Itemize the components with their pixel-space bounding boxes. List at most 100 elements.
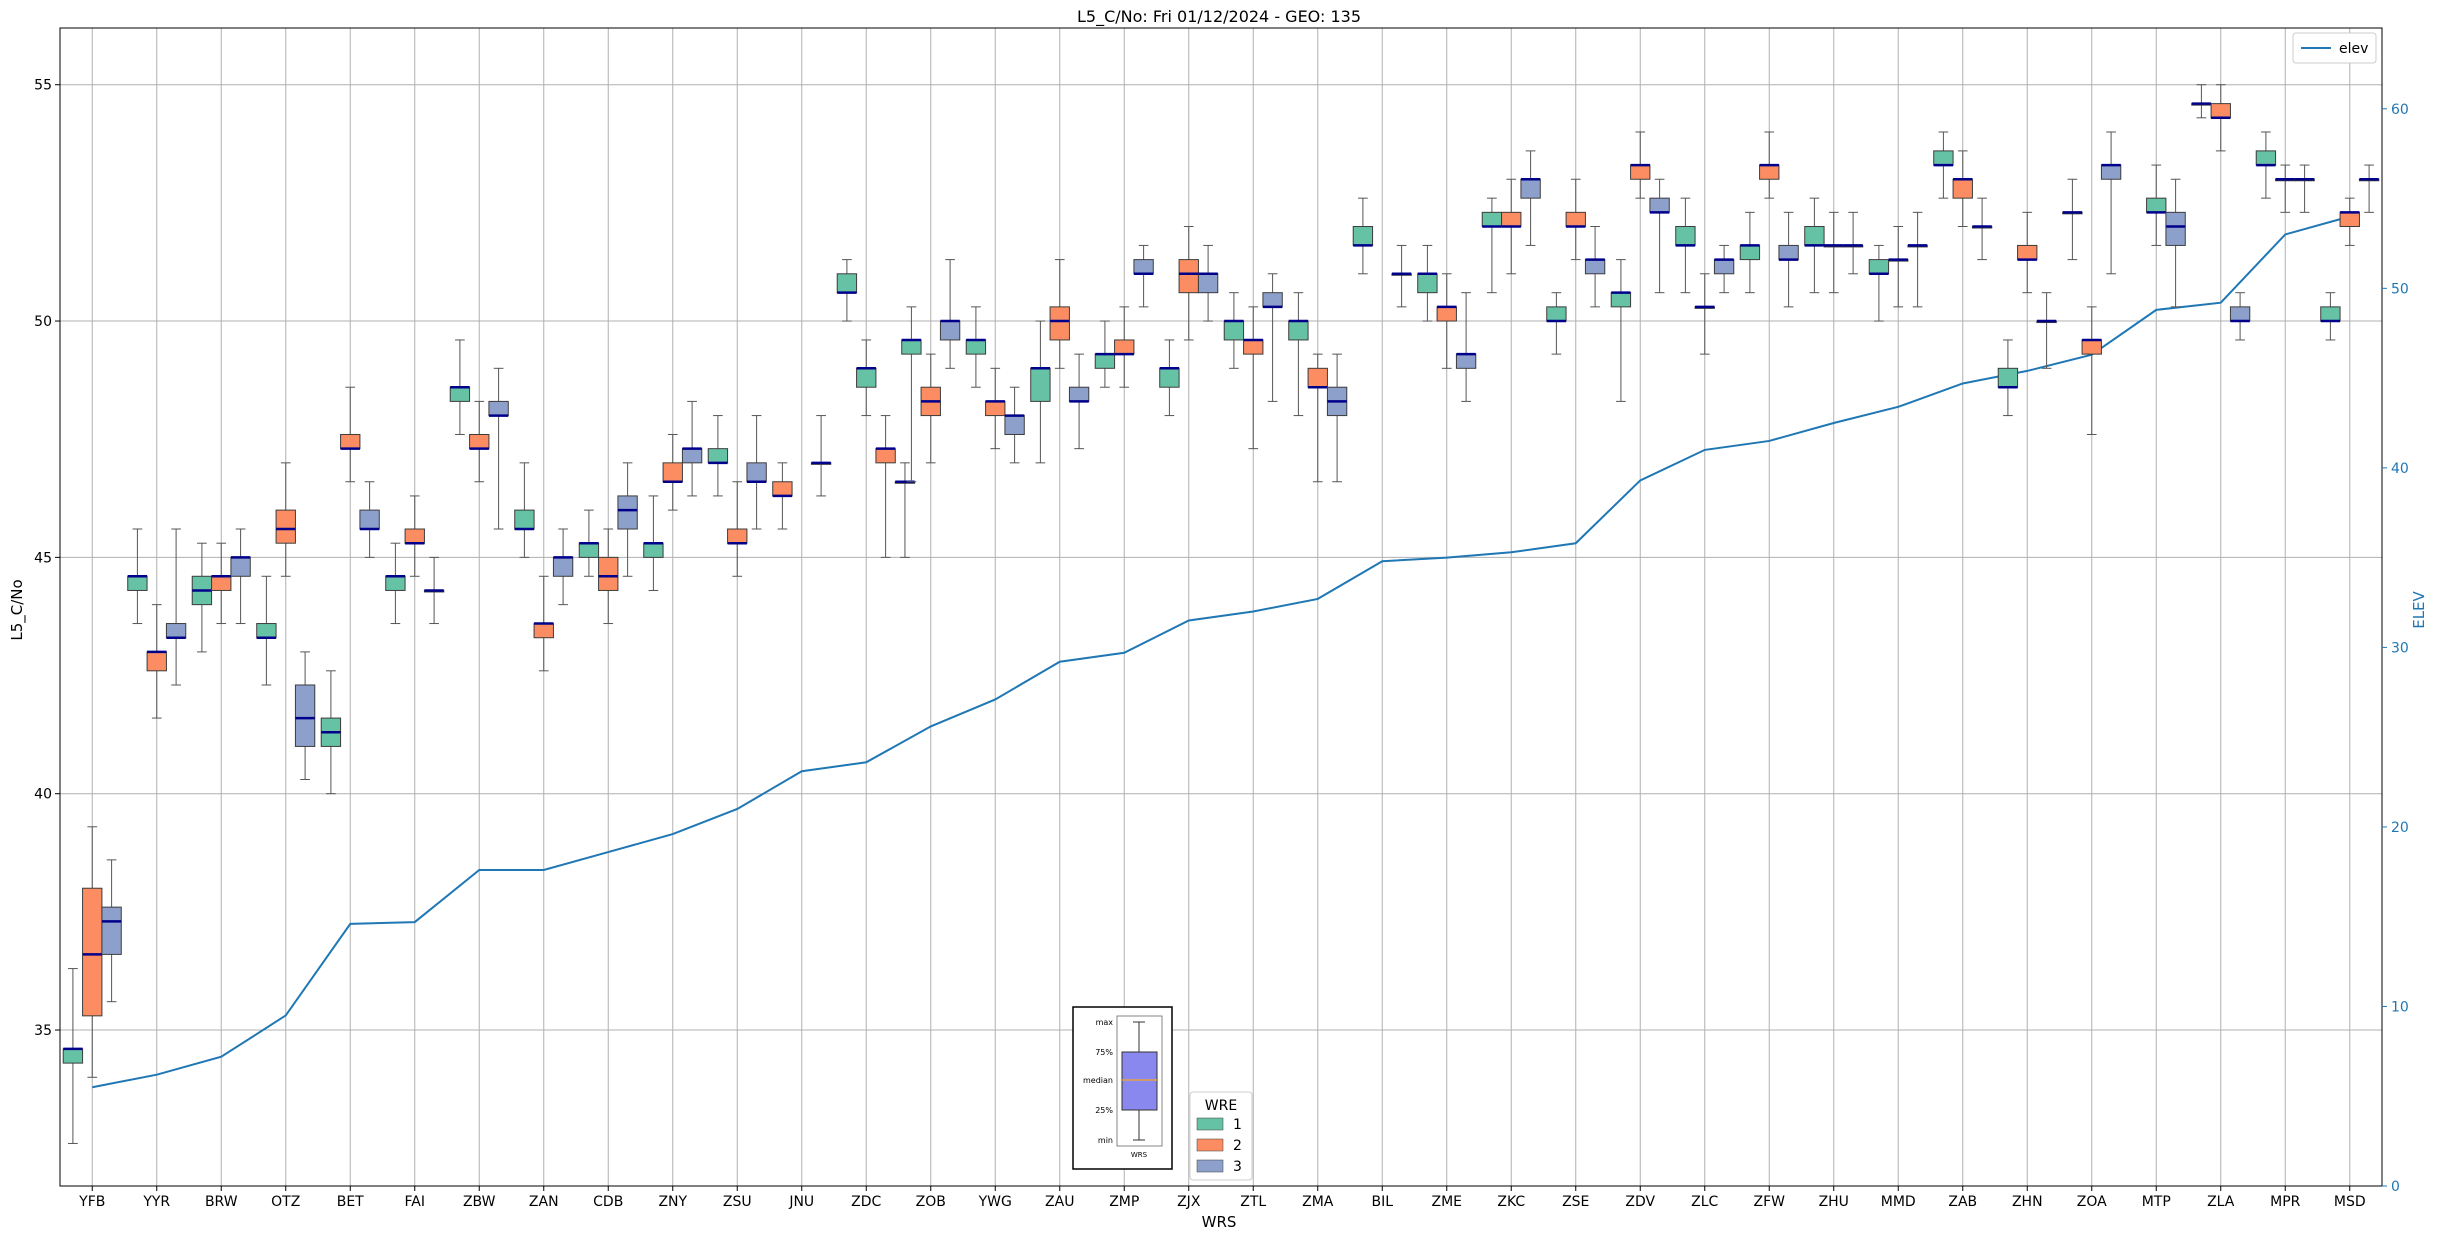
x-tick-label: MSD [2334, 1194, 2366, 1210]
y2-tick-label: 50 [2391, 281, 2409, 297]
box-key-box [1121, 1051, 1158, 1111]
box-body [2146, 197, 2167, 213]
legend-elev-frame [2292, 32, 2377, 64]
box-body [230, 556, 251, 577]
box-wre-3 [746, 415, 767, 530]
box-wre-2 [727, 481, 748, 577]
box-wre-1 [1868, 244, 1890, 322]
box-key-label: 25% [1095, 1106, 1113, 1115]
legend-elev-label: elev [2339, 41, 2368, 57]
x-tick-label: ZOA [2077, 1194, 2107, 1210]
box-body [1778, 244, 1799, 261]
box-wre-3 [1520, 150, 1541, 246]
box-wre-1 [643, 495, 664, 591]
x-tick-label: ZHU [1819, 1194, 1849, 1210]
box-wre-3 [359, 481, 380, 558]
box-body [985, 400, 1006, 417]
box-body [1049, 306, 1070, 341]
box-wre-1 [1546, 292, 1567, 355]
x-tick-label: ZNY [658, 1194, 687, 1210]
legend-wre-swatch [1196, 1117, 1224, 1131]
box-body [2210, 103, 2231, 119]
chart-title: L5_C/No: Fri 01/12/2024 - GEO: 135 [1077, 7, 1361, 27]
box-body [385, 575, 406, 591]
box-wre-1 [836, 259, 858, 322]
box-body [1610, 292, 1632, 308]
box-wre-1 [1288, 292, 1309, 417]
box-body [617, 495, 638, 530]
plot-frame [59, 27, 2383, 1187]
box-wre-3 [101, 859, 122, 1003]
y2-tick-label: 0 [2391, 1179, 2400, 1195]
elevation-layer [92, 215, 2351, 1089]
box-wre-3 [1584, 226, 1606, 308]
x-tick-label: BRW [205, 1194, 238, 1210]
box-wre-2 [1501, 178, 1522, 275]
box-wre-2 [469, 400, 490, 483]
x-tick-label: ZKC [1497, 1194, 1525, 1210]
box-body [1159, 367, 1180, 388]
box-wre-2 [1307, 353, 1328, 483]
box-body [1094, 353, 1116, 369]
box-body [662, 462, 683, 483]
x-tick-label: ZMA [1302, 1194, 1334, 1210]
legend-wre-swatch [1196, 1159, 1224, 1173]
box-body [404, 528, 425, 544]
box-wre-2 [1243, 306, 1264, 450]
box-wre-3 [1197, 244, 1219, 322]
box-wre-2 [404, 495, 425, 577]
box-wre-2 [211, 542, 232, 625]
box-wre-1 [320, 670, 342, 795]
box-key-label: max [1096, 1018, 1114, 1027]
box-wre-2 [340, 386, 361, 483]
box-body [746, 462, 767, 483]
box-body [2165, 211, 2186, 246]
y-tick-label: 45 [34, 550, 52, 566]
x-tick-label: ZOB [916, 1194, 946, 1210]
box-body [101, 906, 122, 955]
box-wre-3 [810, 415, 832, 497]
box-body [469, 433, 490, 450]
box-body [340, 433, 361, 450]
box-wre-1 [256, 575, 277, 686]
box-body [1520, 178, 1541, 199]
box-body [1481, 211, 1503, 228]
box-wre-1 [1739, 211, 1761, 294]
box-body [62, 1048, 84, 1064]
box-body [1178, 259, 1199, 294]
box-wre-2 [533, 575, 554, 672]
box-body [2339, 211, 2360, 228]
box-body [1417, 273, 1438, 294]
box-wre-3 [294, 651, 316, 781]
box-body [856, 367, 877, 388]
box-body [1713, 259, 1735, 275]
box-body [1262, 292, 1283, 308]
x-tick-label: ZSU [723, 1194, 752, 1210]
box-wre-3 [1971, 197, 1993, 261]
box-wre-2 [2081, 306, 2102, 435]
box-wre-1 [1223, 292, 1245, 369]
box-wre-3 [1907, 211, 1928, 308]
box-key-label: min [1098, 1136, 1113, 1145]
x-tick-label: ZLA [2207, 1194, 2235, 1210]
box-body [82, 887, 103, 1017]
box-body [2255, 150, 2277, 166]
box-wre-1 [2146, 164, 2167, 246]
legend-wre-title: WRE [1205, 1098, 1237, 1114]
x-tick-label: ZAN [529, 1194, 559, 1210]
box-body [1455, 353, 1477, 369]
box-wre-1 [965, 306, 987, 388]
box-wre-3 [939, 259, 961, 369]
box-wre-2 [1630, 131, 1651, 199]
box-body [294, 684, 316, 747]
box-body [772, 481, 793, 497]
box-wre-3 [2165, 178, 2186, 308]
x-tick-label: ZBW [463, 1194, 496, 1210]
box-wre-1 [1997, 339, 2019, 417]
box-wre-3 [1133, 244, 1154, 308]
box-wre-2 [1114, 306, 1135, 388]
box-body [275, 509, 296, 544]
box-wre-2 [1952, 150, 1973, 228]
box-wre-3 [617, 462, 638, 577]
x-tick-label: OTZ [271, 1194, 300, 1210]
